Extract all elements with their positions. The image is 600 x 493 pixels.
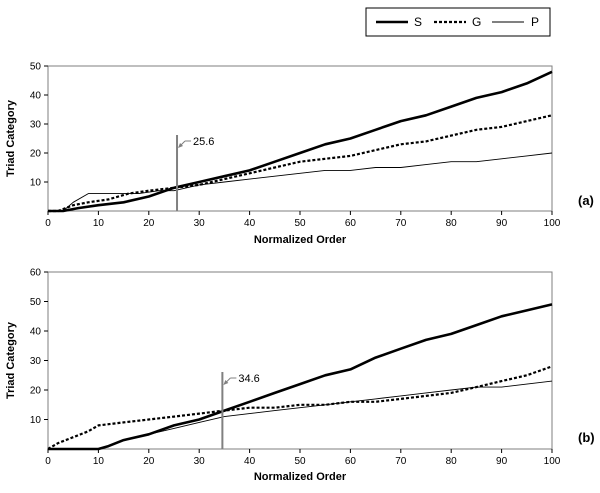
x-tick-label-b: 90 xyxy=(496,456,508,467)
x-axis-title-a: Normalized Order xyxy=(254,234,347,246)
y-tick-label-a: 10 xyxy=(30,178,42,189)
y-tick-label-b: 20 xyxy=(30,386,42,397)
y-tick-label-a: 20 xyxy=(30,149,42,160)
legend-label-g: G xyxy=(472,15,481,29)
x-tick-label-a: 60 xyxy=(345,218,357,229)
y-tick-label-b: 60 xyxy=(30,268,42,279)
plot-area-a xyxy=(47,65,553,212)
y-axis-title-b: Triad Category xyxy=(5,321,17,399)
series-line-s-b xyxy=(48,303,553,451)
x-tick-label-b: 80 xyxy=(446,456,458,467)
x-tick-label-b: 50 xyxy=(294,456,306,467)
y-tick-label-a: 50 xyxy=(30,62,42,73)
series-line-g-a xyxy=(48,114,553,213)
annotation-label-b: 34.6 xyxy=(238,373,259,385)
legend-label-p: P xyxy=(531,15,539,29)
x-tick-label-b: 20 xyxy=(143,456,155,467)
x-tick-label-a: 50 xyxy=(294,218,306,229)
x-axis-title-b: Normalized Order xyxy=(254,471,347,483)
x-tick-label-b: 60 xyxy=(345,456,357,467)
x-tick-label-b: 100 xyxy=(544,456,561,467)
x-tick-label-a: 90 xyxy=(496,218,508,229)
panel-label-b: (b) xyxy=(578,430,595,445)
series-line-s-a xyxy=(48,70,553,213)
x-tick-label-b: 70 xyxy=(395,456,407,467)
x-tick-label-a: 20 xyxy=(143,218,155,229)
legend-label-s: S xyxy=(414,15,422,29)
x-tick-label-a: 10 xyxy=(93,218,105,229)
annotation-arrowhead-b xyxy=(223,380,229,385)
annotation-arrowhead-a xyxy=(178,143,184,148)
annotation-label-a: 25.6 xyxy=(193,136,214,148)
series-line-g-b xyxy=(47,365,553,450)
y-tick-label-b: 30 xyxy=(30,356,42,367)
x-tick-label-a: 0 xyxy=(45,218,51,229)
x-tick-label-a: 30 xyxy=(194,218,206,229)
y-tick-label-b: 10 xyxy=(30,415,42,426)
y-tick-label-b: 40 xyxy=(30,327,42,338)
x-tick-label-a: 70 xyxy=(395,218,407,229)
y-axis-title-a: Triad Category xyxy=(5,99,17,177)
x-tick-label-a: 100 xyxy=(544,218,561,229)
x-tick-label-a: 40 xyxy=(244,218,256,229)
x-tick-label-b: 40 xyxy=(244,456,256,467)
y-tick-label-a: 30 xyxy=(30,120,42,131)
panel-label-a: (a) xyxy=(578,193,594,208)
x-tick-label-a: 80 xyxy=(446,218,458,229)
x-tick-label-b: 30 xyxy=(194,456,206,467)
x-tick-label-b: 0 xyxy=(45,456,51,467)
y-tick-label-a: 40 xyxy=(30,91,42,102)
y-tick-label-b: 50 xyxy=(30,297,42,308)
series-line-p-a xyxy=(48,152,553,212)
x-tick-label-b: 10 xyxy=(93,456,105,467)
